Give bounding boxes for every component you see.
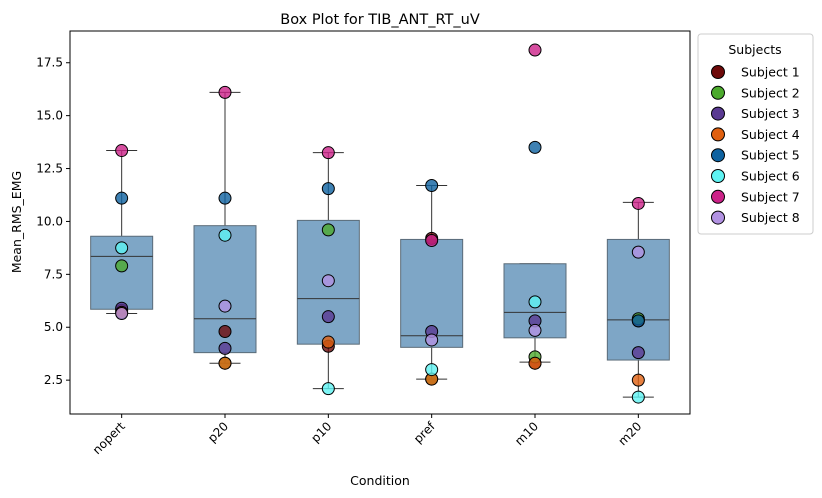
legend-marker-subject-7 — [711, 189, 725, 204]
point-subject-6-m10 — [528, 295, 542, 309]
y-tick-label: 12.5 — [36, 162, 63, 176]
point-subject-6-p10 — [321, 382, 335, 396]
y-tick-label: 2.5 — [44, 373, 63, 387]
legend-marker-subject-6 — [711, 169, 725, 183]
point-subject-7-m20 — [631, 196, 645, 210]
point-subject-6-pref — [425, 363, 439, 377]
y-tick-label: 7.5 — [44, 267, 63, 281]
y-tick-label: 17.5 — [36, 56, 63, 70]
point-subject-5-nopert — [115, 191, 129, 205]
point-subject-4-m10 — [528, 356, 542, 370]
point-subject-1-p20 — [218, 324, 232, 338]
legend-frame — [697, 33, 814, 235]
legend-marker-subject-3 — [711, 106, 725, 121]
point-subject-5-m20 — [631, 314, 645, 328]
legend-items: Subject 1 Subject 2 Subject 3 Subject 4 Subj… — [711, 65, 800, 225]
legend-marker-subject-5 — [711, 148, 725, 163]
y-tick-label: 10.0 — [36, 214, 63, 228]
legend-label-subject-2: Subject 2 — [741, 85, 800, 100]
x-tick-label: nopert — [90, 419, 128, 457]
legend-title: Subjects — [728, 42, 781, 57]
legend-label-subject-1: Subject 1 — [741, 65, 800, 80]
point-subject-8-p20 — [218, 299, 232, 313]
point-subject-4-m20 — [631, 373, 645, 387]
legend-label-subject-7: Subject 7 — [741, 189, 800, 204]
point-subject-7-p10 — [321, 146, 335, 160]
point-subject-2-p10 — [321, 223, 335, 237]
x-tick-label: pref — [411, 419, 438, 446]
point-subject-7-p20 — [218, 85, 232, 99]
point-subject-3-p20 — [218, 341, 232, 355]
legend-marker-subject-4 — [711, 127, 725, 142]
legend-marker-subject-1 — [711, 65, 725, 79]
point-subject-8-m20 — [631, 245, 645, 259]
x-tick-label: m20 — [615, 419, 644, 448]
point-subject-5-m10 — [528, 140, 542, 154]
point-subject-8-m10 — [528, 323, 542, 337]
point-subject-6-m20 — [631, 390, 645, 404]
point-subject-8-p10 — [321, 274, 335, 288]
point-subject-5-p20 — [218, 191, 232, 205]
legend-label-subject-4: Subject 4 — [741, 127, 800, 142]
point-subject-3-p10 — [321, 310, 335, 324]
point-subject-7-nopert — [115, 144, 129, 158]
axes-frame — [69, 30, 691, 415]
y-axis-label: Mean_RMS_EMG — [9, 171, 24, 273]
legend-label-subject-5: Subject 5 — [741, 148, 800, 163]
point-subject-8-nopert — [115, 306, 129, 320]
legend-label-subject-8: Subject 8 — [741, 210, 800, 225]
x-tick-label: p10 — [308, 419, 334, 445]
point-subject-5-p10 — [321, 182, 335, 196]
point-subject-3-m20 — [631, 346, 645, 360]
point-subject-4-p10 — [321, 335, 335, 349]
x-axis-label: Condition — [350, 473, 410, 488]
point-subject-5-pref — [425, 178, 439, 192]
legend-marker-subject-2 — [711, 85, 725, 100]
point-subject-4-p20 — [218, 356, 232, 370]
point-subject-6-nopert — [115, 241, 129, 255]
chart-title: Box Plot for TIB_ANT_RT_uV — [280, 12, 480, 28]
y-tick-label: 15.0 — [36, 109, 63, 123]
x-tick-label: m10 — [512, 419, 541, 448]
y-tick-label: 5.0 — [44, 320, 63, 334]
box-m20 — [606, 238, 670, 361]
x-tick-label: p20 — [205, 419, 231, 445]
point-subject-7-m10 — [528, 43, 542, 57]
point-subject-2-nopert — [115, 259, 129, 273]
plot-area: 2.5 5.0 7.5 10.0 12.5 15.0 17.5 nopert p20 p10 pre… — [36, 30, 691, 457]
legend-marker-subject-8 — [711, 210, 725, 225]
point-subject-8-pref — [425, 333, 439, 347]
legend-label-subject-3: Subject 3 — [741, 106, 800, 121]
point-subject-7-pref — [425, 233, 439, 247]
point-subject-6-p20 — [218, 228, 232, 242]
legend-label-subject-6: Subject 6 — [741, 169, 800, 184]
